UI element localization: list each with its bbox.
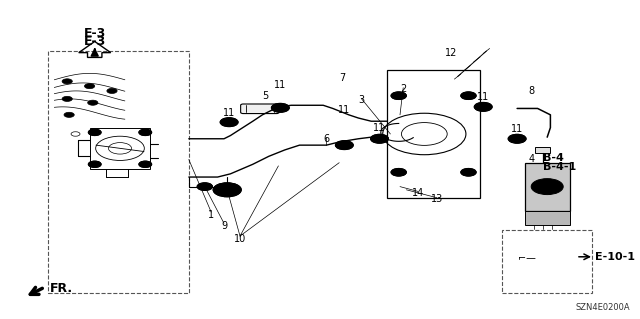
- Text: 10: 10: [234, 234, 246, 244]
- Text: 4: 4: [528, 154, 534, 165]
- Text: 11: 11: [511, 124, 524, 134]
- Text: ⌐—: ⌐—: [518, 252, 536, 262]
- Text: 13: 13: [431, 194, 444, 204]
- Circle shape: [213, 183, 241, 197]
- Text: 14: 14: [412, 188, 424, 198]
- Circle shape: [197, 183, 212, 190]
- Circle shape: [88, 129, 101, 136]
- Circle shape: [508, 134, 526, 143]
- Bar: [525, 211, 570, 225]
- Circle shape: [220, 118, 238, 127]
- Text: 11: 11: [477, 92, 490, 102]
- Circle shape: [88, 161, 101, 167]
- Circle shape: [64, 112, 74, 117]
- Circle shape: [271, 103, 289, 112]
- Text: 11: 11: [338, 105, 351, 115]
- Text: 6: 6: [323, 134, 330, 144]
- Circle shape: [391, 92, 406, 100]
- Text: 5: 5: [262, 91, 269, 101]
- Bar: [525, 163, 570, 211]
- Bar: [90, 128, 150, 169]
- Text: 11: 11: [373, 123, 386, 133]
- Text: 2: 2: [400, 84, 406, 94]
- Circle shape: [461, 92, 476, 100]
- Text: 11: 11: [223, 108, 236, 118]
- Circle shape: [139, 161, 152, 167]
- Circle shape: [139, 129, 152, 136]
- Text: E-10-1: E-10-1: [595, 252, 636, 262]
- Text: FR.: FR.: [50, 282, 73, 295]
- Text: B-4-1: B-4-1: [543, 161, 576, 172]
- Text: 12: 12: [445, 48, 458, 58]
- Text: SZN4E0200A: SZN4E0200A: [576, 303, 630, 312]
- FancyBboxPatch shape: [241, 104, 279, 114]
- Text: E-3: E-3: [84, 35, 106, 48]
- Text: B-4: B-4: [543, 153, 564, 163]
- Text: 8: 8: [528, 86, 534, 96]
- Circle shape: [107, 88, 117, 93]
- Circle shape: [474, 102, 492, 111]
- Text: 3: 3: [358, 95, 365, 106]
- Circle shape: [391, 168, 406, 176]
- Bar: [535, 147, 550, 153]
- Text: 7: 7: [339, 73, 346, 83]
- Bar: [387, 70, 480, 198]
- Text: 1: 1: [208, 210, 214, 220]
- Circle shape: [371, 134, 388, 143]
- Circle shape: [62, 96, 72, 101]
- Text: E-3: E-3: [84, 27, 106, 40]
- Circle shape: [531, 179, 563, 195]
- Circle shape: [84, 84, 95, 89]
- Circle shape: [62, 79, 72, 84]
- Text: 9: 9: [221, 221, 227, 232]
- Circle shape: [335, 141, 353, 150]
- Text: 11: 11: [274, 79, 287, 90]
- Circle shape: [88, 100, 98, 105]
- Circle shape: [461, 168, 476, 176]
